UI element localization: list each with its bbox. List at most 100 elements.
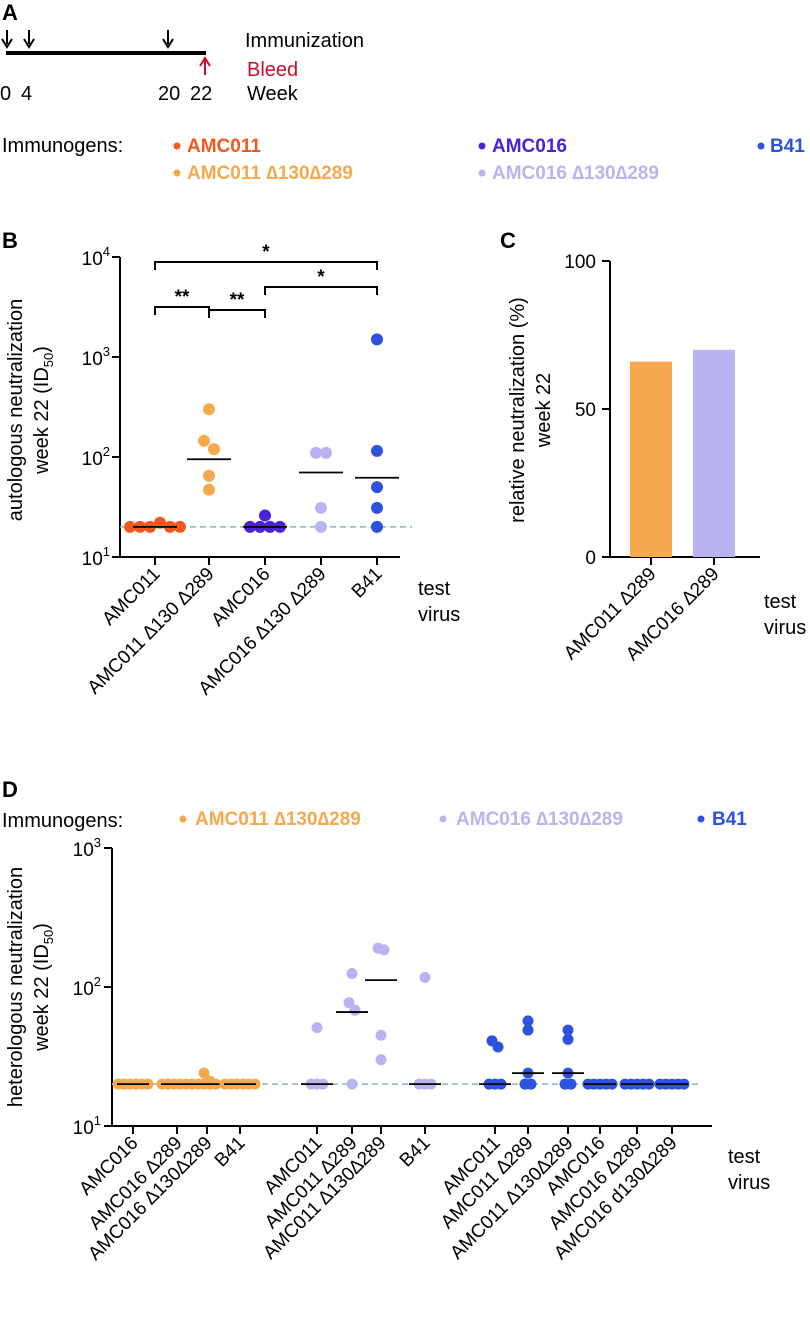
legend-dot xyxy=(697,815,705,823)
x-tick-label: B41 xyxy=(211,1133,250,1172)
data-point xyxy=(315,501,327,514)
x-tick-label: B41 xyxy=(348,564,387,603)
data-point xyxy=(343,997,355,1009)
data-point xyxy=(371,444,383,457)
data-point xyxy=(203,469,215,482)
x-tick-label: AMC011 ∆130∆289 xyxy=(259,1133,390,1264)
data-point xyxy=(203,403,215,416)
data-point xyxy=(174,520,186,533)
data-point xyxy=(315,520,327,533)
bleed-arrow-icon xyxy=(199,56,211,75)
significance-bracket xyxy=(154,306,210,315)
legend-amc016-d: AMC016 ∆130∆289 xyxy=(478,163,659,184)
immunization-arrow-icon xyxy=(1,30,13,49)
data-point xyxy=(198,1067,210,1079)
bar xyxy=(693,349,735,557)
legend-label: B41 xyxy=(770,136,805,157)
x-tick-label: AMC016 ∆130∆289 xyxy=(84,1133,216,1265)
bar xyxy=(630,361,672,557)
x-axis-title: test xyxy=(418,578,451,600)
data-point xyxy=(311,1022,323,1034)
data-point xyxy=(419,972,431,984)
legend-b41: B41 xyxy=(757,136,805,157)
legend-label: AMC011 xyxy=(187,136,261,157)
legend-label: B41 xyxy=(712,809,747,830)
x-axis-title: virus xyxy=(728,1172,770,1194)
y-axis-title-line1: autologous neutralization xyxy=(5,299,27,521)
data-point xyxy=(562,1024,574,1036)
data-point xyxy=(198,434,210,447)
data-point xyxy=(371,501,383,514)
significance-label: ** xyxy=(175,287,190,308)
y-tick-label: 101 xyxy=(73,1113,101,1139)
panel-c-label: C xyxy=(500,228,516,253)
y-tick-label: 102 xyxy=(82,444,110,470)
significance-label: * xyxy=(262,242,270,263)
legend-d-b41: B41 xyxy=(697,809,747,830)
panel-a: A Immunization Bleed Week 0 4 20 22 Immu… xyxy=(0,0,805,184)
legend-dot xyxy=(439,815,447,823)
week-tick: 0 xyxy=(0,83,11,105)
y-tick-label: 102 xyxy=(73,974,101,1000)
significance-bracket xyxy=(154,261,378,270)
data-point xyxy=(565,1078,577,1090)
y-axis-title-line2: week 22 (ID50) xyxy=(31,346,56,475)
data-point xyxy=(371,481,383,494)
legend-dot xyxy=(179,815,187,823)
data-point xyxy=(349,1004,361,1016)
data-point xyxy=(492,1041,504,1053)
significance-label: * xyxy=(317,267,325,288)
bleed-label: Bleed xyxy=(247,59,298,81)
y-tick-label: 50 xyxy=(575,400,596,421)
data-point xyxy=(310,446,322,459)
data-point xyxy=(375,1029,387,1041)
data-point xyxy=(378,944,390,956)
legend-label: AMC011 ∆130∆289 xyxy=(195,809,361,830)
panel-a-label: A xyxy=(2,0,18,25)
y-tick-label: 100 xyxy=(564,252,596,273)
y-axis-title: autologous neutralization week 22 (ID50) xyxy=(5,299,56,521)
legend-label: AMC016 xyxy=(492,136,567,157)
data-point xyxy=(371,333,383,346)
panel-d-label: D xyxy=(2,777,18,802)
legend-dot xyxy=(478,142,486,150)
data-point xyxy=(346,968,358,980)
x-axis-title: virus xyxy=(418,604,460,626)
data-point xyxy=(525,1078,537,1090)
x-axis-title: test xyxy=(728,1146,761,1168)
significance-bracket xyxy=(208,309,266,318)
y-axis-title-line1: heterologous neutralization xyxy=(5,867,27,1107)
legend-label: AMC016 ∆130∆289 xyxy=(492,163,659,184)
y-axis-title: relative neutralization (%) week 22 xyxy=(507,297,555,523)
legend-amc011-d: AMC011 ∆130∆289 xyxy=(173,163,353,184)
data-point xyxy=(320,446,332,459)
data-point xyxy=(346,1078,358,1090)
y-tick-label: 103 xyxy=(73,835,101,861)
data-point xyxy=(154,516,166,529)
y-tick-label: 101 xyxy=(82,544,110,570)
panel-b-label: B xyxy=(2,228,18,253)
legend-d-amc011-d: AMC011 ∆130∆289 xyxy=(179,809,361,830)
panel-d: D Immunogens: AMC011 ∆130∆289 AMC016 ∆13… xyxy=(2,777,770,1265)
y-tick-label: 0 xyxy=(585,548,596,569)
week-tick: 22 xyxy=(190,83,212,105)
legend-dot xyxy=(173,142,181,150)
legend-dot xyxy=(757,142,765,150)
immunogens-label: Immunogens: xyxy=(2,810,123,832)
immunization-arrow-icon xyxy=(23,30,35,49)
data-point xyxy=(371,520,383,533)
data-point xyxy=(522,1024,534,1036)
week-tick: 20 xyxy=(158,83,180,105)
data-point xyxy=(208,443,220,456)
data-point xyxy=(259,509,271,522)
legend-d-amc016-d: AMC016 ∆130∆289 xyxy=(439,809,623,830)
data-point xyxy=(375,1054,387,1066)
panel-b: B test virus autologous neutralization w… xyxy=(2,228,460,700)
y-tick-label: 103 xyxy=(82,344,110,370)
legend-amc011: AMC011 xyxy=(173,136,261,157)
significance-bracket xyxy=(264,286,378,295)
y-axis-title: heterologous neutralization week 22 (ID5… xyxy=(5,867,56,1107)
week-label: Week xyxy=(247,83,299,105)
significance-label: ** xyxy=(230,290,245,311)
